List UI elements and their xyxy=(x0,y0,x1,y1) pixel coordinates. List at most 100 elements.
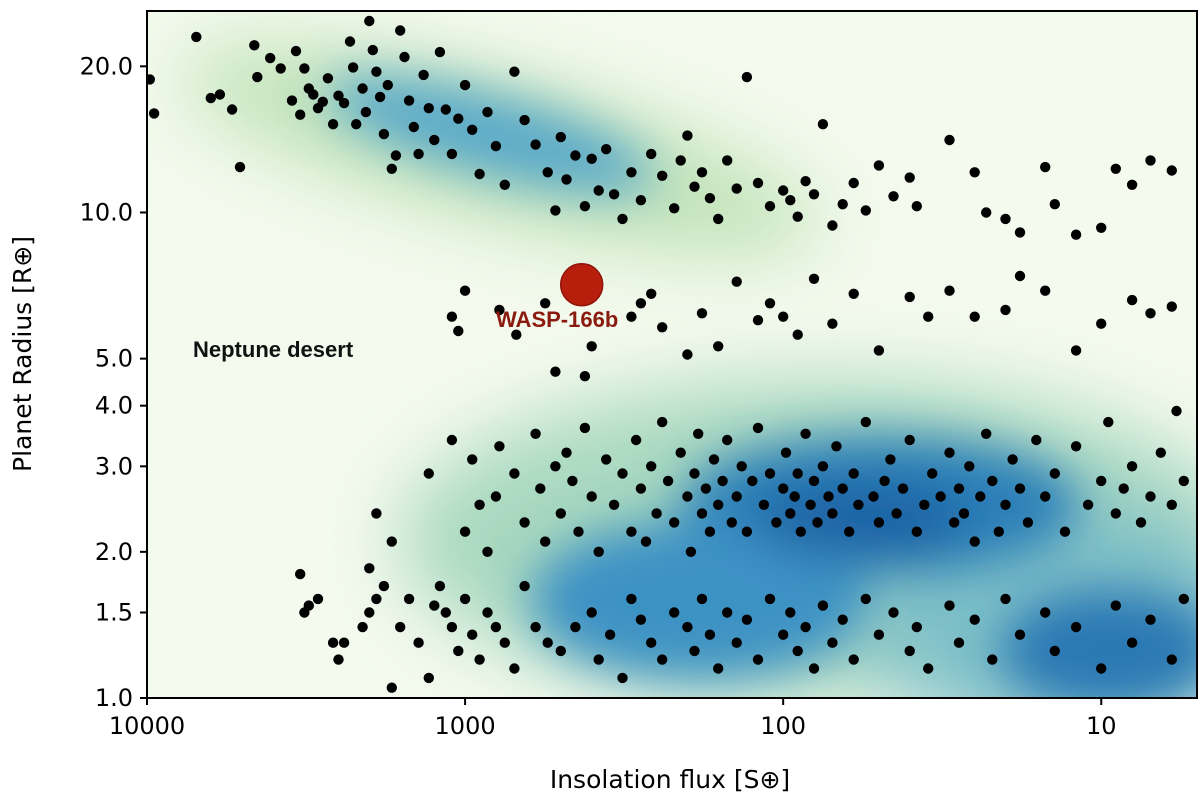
data-point xyxy=(364,15,375,27)
data-point xyxy=(785,607,796,618)
data-point xyxy=(778,311,789,322)
data-point xyxy=(317,96,328,108)
data-point xyxy=(555,131,566,143)
data-point xyxy=(860,205,871,216)
data-point xyxy=(1166,654,1178,665)
data-point xyxy=(1070,345,1082,356)
data-point xyxy=(662,475,674,487)
data-point xyxy=(731,491,742,502)
data-point xyxy=(853,499,864,510)
data-point xyxy=(1166,165,1178,176)
data-point xyxy=(459,285,471,296)
data-point xyxy=(741,71,753,83)
data-point xyxy=(1096,475,1107,487)
data-point xyxy=(700,483,712,494)
data-point xyxy=(413,148,424,160)
data-point xyxy=(873,517,885,528)
data-point xyxy=(252,71,263,83)
data-point xyxy=(1126,637,1138,648)
y-tick-label: 20.0 xyxy=(80,52,133,80)
data-point xyxy=(579,371,591,382)
data-point xyxy=(888,607,899,618)
data-point xyxy=(378,580,390,592)
data-point xyxy=(827,508,838,519)
data-point xyxy=(540,536,551,547)
data-point xyxy=(1000,213,1011,225)
data-point xyxy=(453,113,464,124)
x-tick-label: 100 xyxy=(760,712,806,740)
data-point xyxy=(764,201,776,212)
data-point xyxy=(509,66,520,77)
data-point xyxy=(490,140,502,152)
data-point xyxy=(490,491,502,502)
data-point xyxy=(494,304,505,316)
data-point xyxy=(535,483,546,494)
data-point xyxy=(831,441,842,452)
data-point xyxy=(635,298,647,309)
data-point xyxy=(789,491,800,502)
data-point xyxy=(1040,285,1051,296)
data-point xyxy=(148,108,160,119)
data-point xyxy=(657,322,668,333)
data-point xyxy=(474,499,485,510)
data-point xyxy=(1096,318,1107,329)
data-point xyxy=(969,311,980,322)
data-point xyxy=(953,637,965,648)
data-point xyxy=(423,672,434,684)
data-point xyxy=(923,311,934,322)
data-point xyxy=(911,526,922,537)
data-point xyxy=(567,475,578,487)
data-point xyxy=(1059,526,1071,537)
data-point xyxy=(550,205,561,216)
data-point xyxy=(371,66,382,77)
data-point xyxy=(360,106,372,118)
data-point xyxy=(626,593,637,605)
data-point xyxy=(386,163,397,174)
data-point xyxy=(747,475,758,487)
data-point xyxy=(364,607,375,618)
data-point xyxy=(736,461,747,472)
data-point xyxy=(499,637,510,648)
y-axis-title: Planet Radius [R⊕] xyxy=(8,236,37,472)
data-point xyxy=(303,600,314,611)
data-point xyxy=(752,315,764,326)
data-point xyxy=(371,508,382,519)
data-point xyxy=(446,621,458,633)
data-point xyxy=(509,468,520,479)
data-point xyxy=(1007,454,1018,465)
data-point xyxy=(904,172,915,183)
data-point xyxy=(848,288,859,299)
y-tick-label: 2.0 xyxy=(95,538,133,566)
data-point xyxy=(617,672,628,684)
data-point xyxy=(919,499,930,510)
data-point xyxy=(1000,499,1011,510)
data-point xyxy=(1135,517,1147,528)
data-point xyxy=(696,593,708,605)
data-point xyxy=(873,629,885,640)
data-point xyxy=(147,74,155,85)
data-point xyxy=(669,607,680,618)
data-point xyxy=(1166,301,1178,312)
data-point xyxy=(795,526,806,537)
data-point xyxy=(800,621,811,633)
data-point xyxy=(413,637,424,648)
data-point xyxy=(800,428,811,439)
data-point xyxy=(1126,461,1138,472)
data-point xyxy=(474,654,485,665)
data-point xyxy=(682,621,693,633)
data-point xyxy=(601,454,612,465)
data-point xyxy=(440,104,451,115)
data-point xyxy=(371,593,382,605)
data-point xyxy=(969,167,980,178)
data-point xyxy=(1145,308,1156,319)
data-point xyxy=(308,89,319,100)
data-point xyxy=(403,593,415,605)
data-point xyxy=(519,517,530,528)
x-axis: 10000 1000 100 10 xyxy=(109,698,1117,740)
data-point xyxy=(911,621,922,633)
data-point xyxy=(446,311,458,322)
data-point xyxy=(693,428,704,439)
data-point xyxy=(764,298,776,309)
data-point xyxy=(713,499,724,510)
data-point xyxy=(593,654,604,665)
